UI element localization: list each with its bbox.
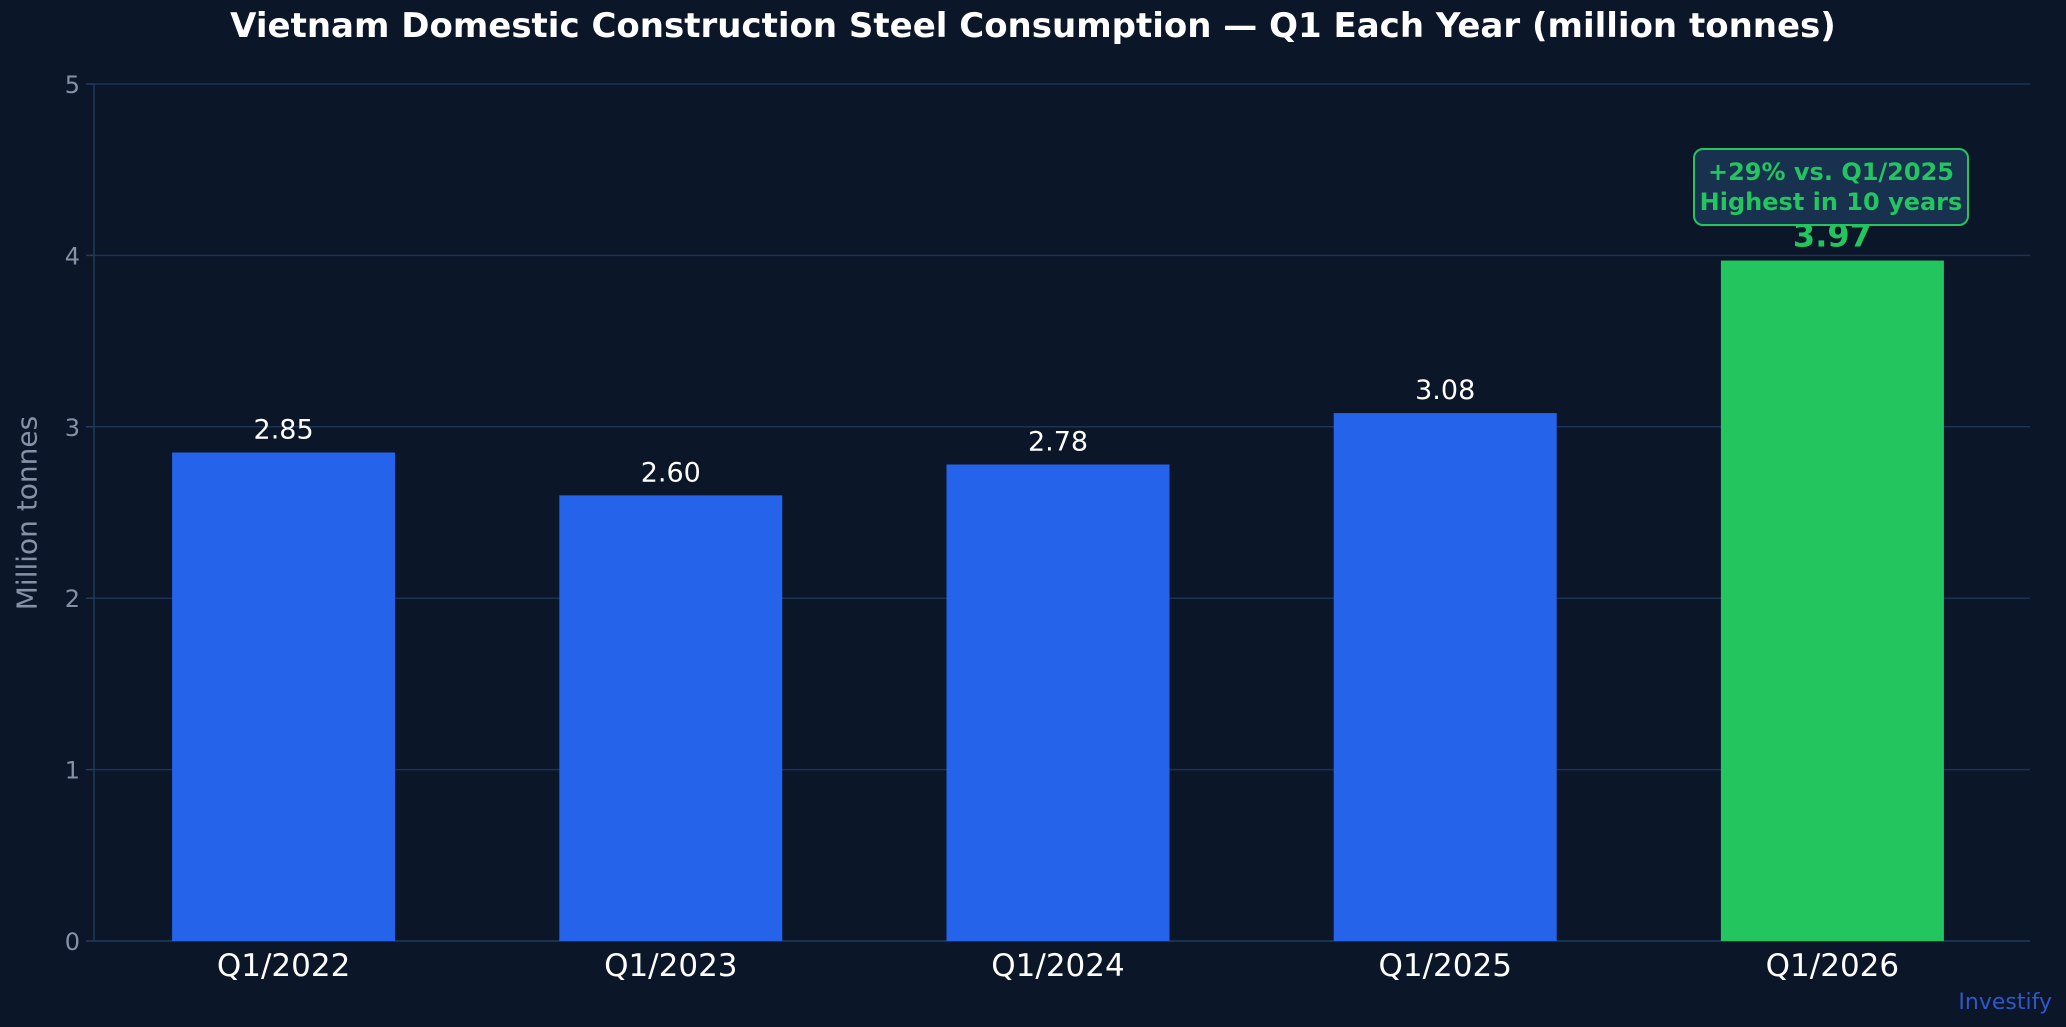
- watermark-label: Investify: [1958, 990, 2052, 1015]
- y-tick-label: 1: [65, 757, 80, 785]
- y-tick-label: 4: [65, 242, 80, 270]
- x-tick-label: Q1/2025: [1378, 948, 1511, 984]
- bar-q1-2023: [559, 495, 783, 941]
- bar-value-label: 2.78: [1028, 427, 1088, 458]
- bar-value-label: 2.60: [641, 457, 701, 488]
- growth-annotation: +29% vs. Q1/2025 Highest in 10 years: [1693, 148, 1969, 226]
- x-tick-label: Q1/2026: [1766, 948, 1899, 984]
- y-tick-label: 3: [65, 414, 80, 442]
- bar-q1-2022: [172, 452, 396, 941]
- y-tick-label: 5: [65, 71, 80, 99]
- bar-q1-2024: [946, 464, 1170, 941]
- bar-value-label: 3.08: [1415, 375, 1475, 406]
- y-tick-label: 2: [65, 585, 80, 613]
- bar-q1-2026: [1720, 260, 1944, 941]
- x-tick-label: Q1/2024: [991, 948, 1124, 984]
- annotation-line-2: Highest in 10 years: [1699, 188, 1963, 216]
- x-tick-label: Q1/2022: [217, 948, 350, 984]
- bar-q1-2025: [1333, 413, 1557, 941]
- x-tick-label: Q1/2023: [604, 948, 737, 984]
- y-tick-label: 0: [65, 928, 80, 956]
- bar-value-label: 2.85: [254, 415, 314, 446]
- chart-title: Vietnam Domestic Construction Steel Cons…: [230, 6, 1836, 46]
- annotation-line-1: +29% vs. Q1/2025: [1708, 158, 1954, 186]
